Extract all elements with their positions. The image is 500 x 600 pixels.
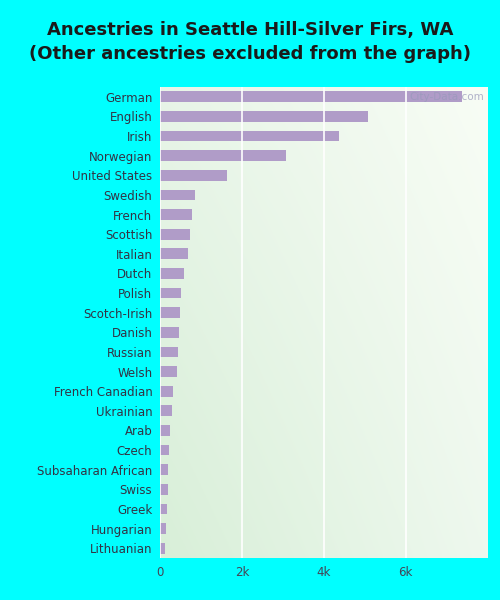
Bar [160, 131, 340, 142]
Bar [160, 111, 368, 122]
Bar [160, 484, 168, 495]
Bar [160, 366, 177, 377]
Text: City-Data.com: City-Data.com [410, 92, 484, 102]
Bar [160, 425, 170, 436]
Bar [160, 445, 169, 455]
Bar [160, 287, 182, 298]
Bar [160, 464, 168, 475]
Bar [160, 307, 180, 318]
Bar [160, 406, 172, 416]
Bar [160, 248, 188, 259]
Bar [160, 347, 178, 358]
Bar [160, 327, 179, 338]
Bar [160, 170, 227, 181]
Text: Ancestries in Seattle Hill-Silver Firs, WA: Ancestries in Seattle Hill-Silver Firs, … [47, 21, 453, 39]
Bar [160, 523, 166, 534]
Bar [160, 503, 167, 514]
Bar [160, 268, 184, 279]
Bar [160, 386, 173, 397]
Bar [160, 209, 192, 220]
Bar [160, 190, 196, 200]
Bar [160, 150, 286, 161]
Bar [160, 543, 164, 554]
Bar [160, 91, 462, 102]
Bar [160, 229, 190, 239]
Text: (Other ancestries excluded from the graph): (Other ancestries excluded from the grap… [29, 45, 471, 63]
